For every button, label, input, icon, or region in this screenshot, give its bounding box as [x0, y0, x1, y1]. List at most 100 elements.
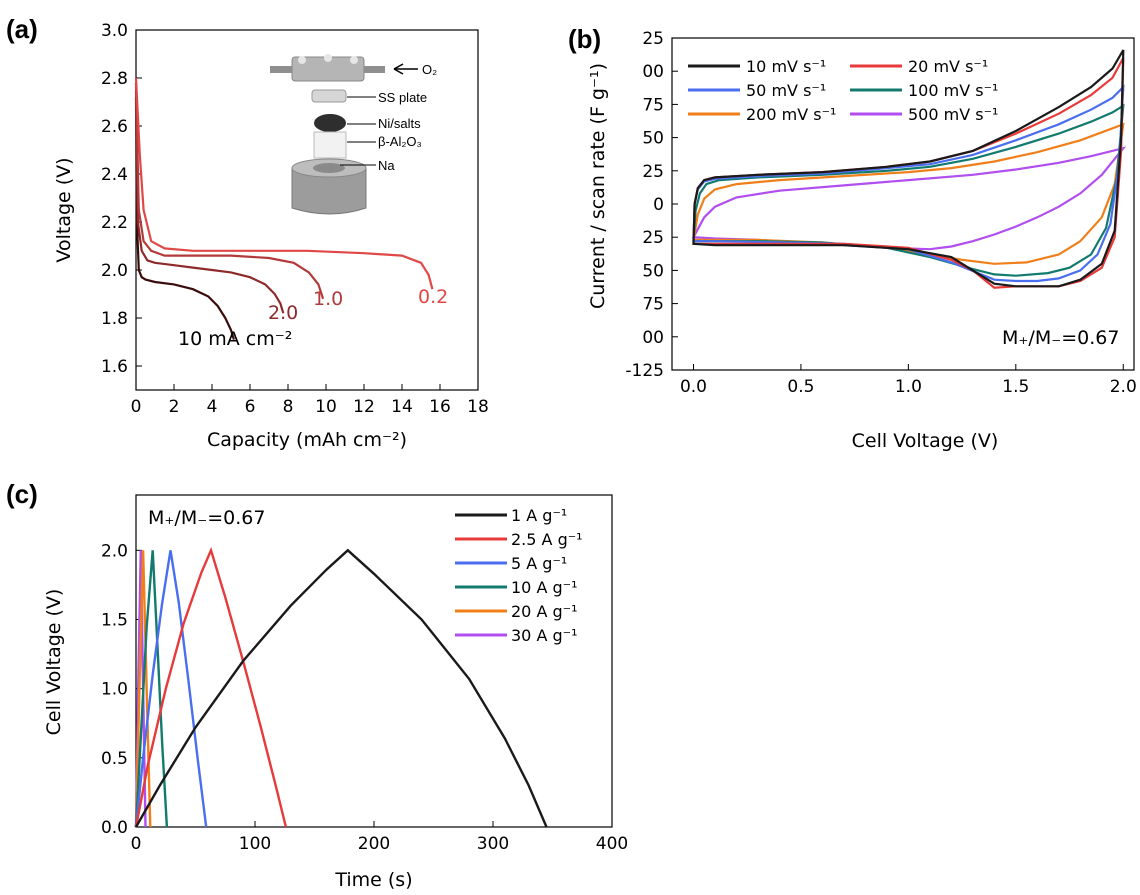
- gcd-curve-4: [134, 550, 152, 828]
- y-tick-label: -125: [625, 361, 664, 381]
- legend-label-b: 100 mV s⁻¹: [908, 81, 998, 100]
- inset-beta-alumina: [313, 131, 347, 159]
- x-tick-label: 4: [207, 397, 218, 417]
- x-tick-label: 6: [245, 397, 256, 417]
- series-label-10: 10 mA cm⁻²: [178, 328, 292, 350]
- x-tick-label: 18: [467, 397, 489, 417]
- y-tick-label: 75: [642, 95, 664, 115]
- legend-label-c: 10 A g⁻¹: [511, 578, 578, 597]
- legend-label-b: 20 mV s⁻¹: [908, 57, 988, 76]
- inset-ss-plate: [311, 89, 347, 103]
- inset-bolt-icon: [324, 54, 332, 62]
- x-tick-label: 10: [315, 397, 337, 417]
- panel-label-b: (b): [568, 24, 601, 54]
- y-tick-label: 00: [642, 328, 664, 348]
- x-tick-label: 8: [283, 397, 294, 417]
- x-axis-title-c: Time (s): [334, 869, 412, 891]
- inset-bolt-icon: [298, 56, 306, 64]
- x-tick-label: 16: [429, 397, 451, 417]
- legend-label-c: 20 A g⁻¹: [511, 602, 578, 621]
- y-tick-label: 25: [642, 228, 664, 248]
- y-tick-label: 3.0: [101, 21, 128, 41]
- chart-panel-c: 0 100 200 300 400 0.0 0.5 1.0 1.5 2.0 1 A g⁻¹ 2.5 …: [43, 494, 628, 891]
- y-tick-label: 2.6: [101, 117, 128, 137]
- y-tick-label: 2.4: [101, 165, 128, 185]
- inset-label-ni-salts: Ni/salts: [378, 116, 421, 131]
- series-label-1: 1.0: [313, 288, 343, 310]
- mass-ratio-note-c: M₊/M₋=0.67: [148, 507, 265, 529]
- series-line-a-2: [134, 82, 325, 300]
- series-line-a-0: [134, 97, 235, 340]
- series-label-0-2: 0.2: [418, 286, 448, 308]
- legend-label-c: 2.5 A g⁻¹: [511, 530, 583, 549]
- x-tick-label: 14: [391, 397, 413, 417]
- legend-label-c: 5 A g⁻¹: [511, 554, 567, 573]
- inset-label-o2: O₂: [422, 62, 437, 77]
- chart-panel-b: 0.0 0.5 1.0 1.5 2.0 25 00 75 50 25 0 25 50 75 00 -125 1…: [587, 29, 1137, 452]
- legend-label-c: 30 A g⁻¹: [511, 626, 578, 645]
- x-axis-title-b: Cell Voltage (V): [852, 430, 999, 452]
- legend-label-b: 500 mV s⁻¹: [908, 105, 998, 124]
- y-tick-label: 50: [642, 261, 664, 281]
- y-tick-label: 75: [642, 295, 664, 315]
- x-tick-label: 0.0: [680, 377, 707, 397]
- x-tick-label: 1.5: [1002, 377, 1029, 397]
- y-tick-label: 2.0: [101, 261, 128, 281]
- y-tick-label: 1.6: [101, 357, 128, 377]
- cv-loop-0: [692, 49, 1125, 288]
- y-tick-label: 0.5: [101, 749, 128, 769]
- x-tick-label: 0: [131, 834, 142, 854]
- gcd-curve-2: [134, 550, 208, 828]
- y-tick-label: 2.0: [101, 541, 128, 561]
- x-tick-label: 100: [239, 834, 271, 854]
- legend-label-b: 10 mV s⁻¹: [746, 57, 826, 76]
- legend-label-b: 50 mV s⁻¹: [746, 81, 826, 100]
- y-tick-label: 50: [642, 129, 664, 149]
- series-label-2: 2.0: [268, 302, 298, 324]
- chart-panel-a: 0 2 4 6 8 10 12 14 16 181.61.82.02.22.42.62.83.0 …: [53, 21, 489, 451]
- y-tick-label: 1.0: [101, 680, 128, 700]
- inset-bolt-icon: [350, 56, 358, 64]
- y-tick-label: 0.0: [101, 818, 128, 838]
- y-axis-title-a: Voltage (V): [53, 157, 75, 262]
- inset-label-na: Na: [378, 158, 395, 173]
- legend-label-b: 200 mV s⁻¹: [746, 105, 836, 124]
- gcd-curve-3: [134, 550, 169, 828]
- y-tick-label: 2.8: [101, 69, 128, 89]
- inset-label-ss-plate: SS plate: [378, 90, 427, 105]
- y-tick-label: 25: [642, 29, 664, 49]
- y-tick-label: 25: [642, 162, 664, 182]
- inset-ni-salts: [314, 114, 346, 132]
- gcd-curve-1: [134, 546, 288, 828]
- legend-label-c: 1 A g⁻¹: [511, 506, 567, 525]
- inset-base-well: [313, 163, 345, 173]
- x-tick-label: 12: [353, 397, 375, 417]
- x-tick-label: 400: [596, 834, 628, 854]
- x-tick-label: 200: [358, 834, 390, 854]
- y-tick-label: 00: [642, 62, 664, 82]
- y-tick-label: 1.5: [101, 611, 128, 631]
- panel-label-a: (a): [6, 14, 38, 44]
- x-tick-label: 1.0: [895, 377, 922, 397]
- gcd-curve-0: [134, 548, 548, 828]
- inset-arrowhead-icon: [393, 63, 404, 75]
- series-line-a-3: [134, 77, 434, 290]
- y-tick-label: 0: [653, 195, 664, 215]
- y-axis-title-b: Current / scan rate (F g⁻¹): [587, 63, 609, 309]
- y-axis-title-c: Cell Voltage (V): [43, 589, 65, 736]
- x-tick-label: 2.0: [1110, 377, 1137, 397]
- mass-ratio-note-b: M₊/M₋=0.67: [1002, 327, 1119, 349]
- x-tick-label: 0: [131, 397, 142, 417]
- panel-label-c: (c): [6, 479, 38, 509]
- y-tick-label: 2.2: [101, 213, 128, 233]
- x-axis-title-a: Capacity (mAh cm⁻²): [207, 429, 407, 451]
- inset-label-beta-alumina: β-Al₂O₃: [378, 134, 422, 149]
- cell-inset-diagram: O₂ SS plate Ni/salts β-Al₂O₃ Na: [270, 54, 437, 215]
- x-tick-label: 2: [169, 397, 180, 417]
- x-tick-label: 0.5: [787, 377, 814, 397]
- x-tick-label: 300: [477, 834, 509, 854]
- series-line-a-1: [134, 89, 285, 314]
- inset-base: [291, 167, 367, 215]
- y-tick-label: 1.8: [101, 309, 128, 329]
